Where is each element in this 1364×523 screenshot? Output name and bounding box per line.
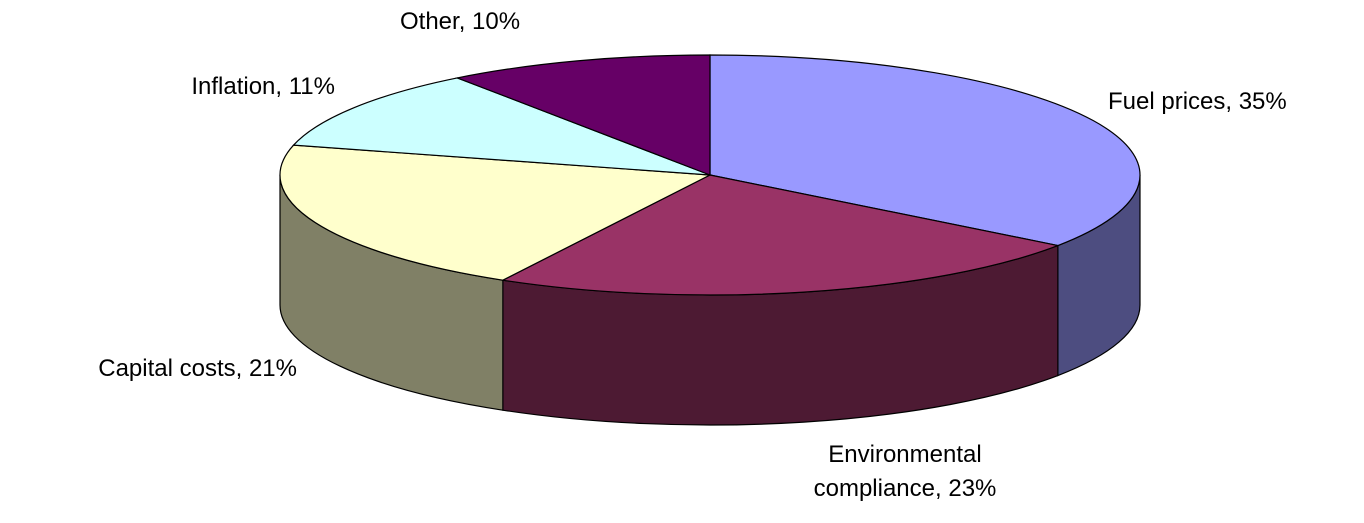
slice-label: Other, 10%	[400, 8, 521, 35]
slice-label: Fuel prices, 35%	[1108, 88, 1287, 115]
slice-label: Inflation, 11%	[191, 73, 335, 100]
pie-slice	[709, 54, 1141, 247]
pie-slice	[279, 144, 713, 281]
slice-label: Capital costs, 21%	[98, 355, 297, 382]
slice-label: Environmental compliance, 23%	[813, 441, 997, 502]
pie-slice	[500, 174, 1061, 296]
pie-slice	[292, 77, 711, 176]
pie-slice	[455, 54, 711, 176]
